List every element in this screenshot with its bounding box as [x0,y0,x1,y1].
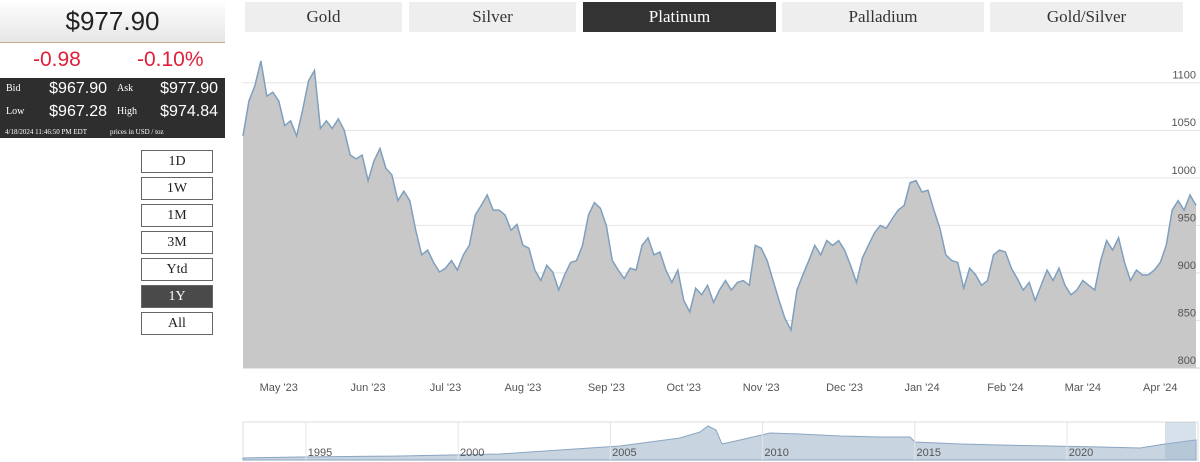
x-tick-label: Jan '24 [904,382,939,394]
change-percent: -0.10% [137,48,204,71]
bid-label: Bid [6,83,21,94]
quote-box: Bid $967.90 Ask $977.90 Low $967.28 High… [0,78,225,138]
x-tick-label: Mar '24 [1065,382,1101,394]
tab[interactable]: Platinum [583,2,776,32]
y-tick-label: 850 [1178,307,1196,319]
y-tick-label: 1000 [1172,165,1196,177]
x-tick-label: Dec '23 [826,382,863,394]
bid: $967.90 [49,80,107,97]
y-tick-label: 800 [1178,355,1196,367]
low-label: Low [6,106,25,117]
x-tick-label: Aug '23 [504,382,541,394]
tab[interactable]: Gold [245,2,402,32]
x-tick-label: Jun '23 [351,382,386,394]
change: -0.98 [33,48,81,71]
y-tick-label: 1050 [1172,117,1196,129]
low: $967.28 [49,103,107,120]
range-button[interactable]: 1W [141,177,213,200]
range-button[interactable]: All [141,312,213,335]
area [243,60,1196,368]
tab[interactable]: Gold/Silver [990,2,1183,32]
x-tick-label: Oct '23 [667,382,702,394]
price: $977.90 [0,0,225,43]
y-tick-label: 900 [1178,260,1196,272]
navigator-selection[interactable] [1165,422,1196,460]
x-tick-label: Nov '23 [743,382,780,394]
navigator-label: 2015 [917,447,941,459]
navigator-label: 2005 [612,447,636,459]
ask-label: Ask [117,83,134,94]
timestamp: 4/18/2024 11:46:50 PM EDT [5,128,87,136]
units: prices in USD / toz [110,128,164,136]
y-tick-label: 1100 [1172,70,1196,82]
line [242,60,1197,333]
high: $974.84 [160,103,218,120]
range-button[interactable]: 3M [141,231,213,254]
navigator-label: 2000 [460,447,484,459]
x-tick-label: Jul '23 [430,382,461,394]
x-tick-label: Apr '24 [1143,382,1178,394]
tab[interactable]: Silver [409,2,576,32]
tab[interactable]: Palladium [782,2,984,32]
ask: $977.90 [160,80,218,97]
high-label: High [117,106,137,117]
navigator-label: 2020 [1069,447,1093,459]
x-tick-label: May '23 [260,382,298,394]
y-tick-label: 950 [1178,212,1196,224]
navigator-area [242,425,1197,461]
range-button[interactable]: 1M [141,204,213,227]
x-tick-label: Feb '24 [987,382,1023,394]
navigator-label: 2010 [764,447,788,459]
x-tick-label: Sep '23 [588,382,625,394]
range-button[interactable]: 1Y [141,285,213,308]
range-button[interactable]: 1D [141,150,213,173]
range-button[interactable]: Ytd [141,258,213,281]
navigator-label: 1995 [308,447,332,459]
